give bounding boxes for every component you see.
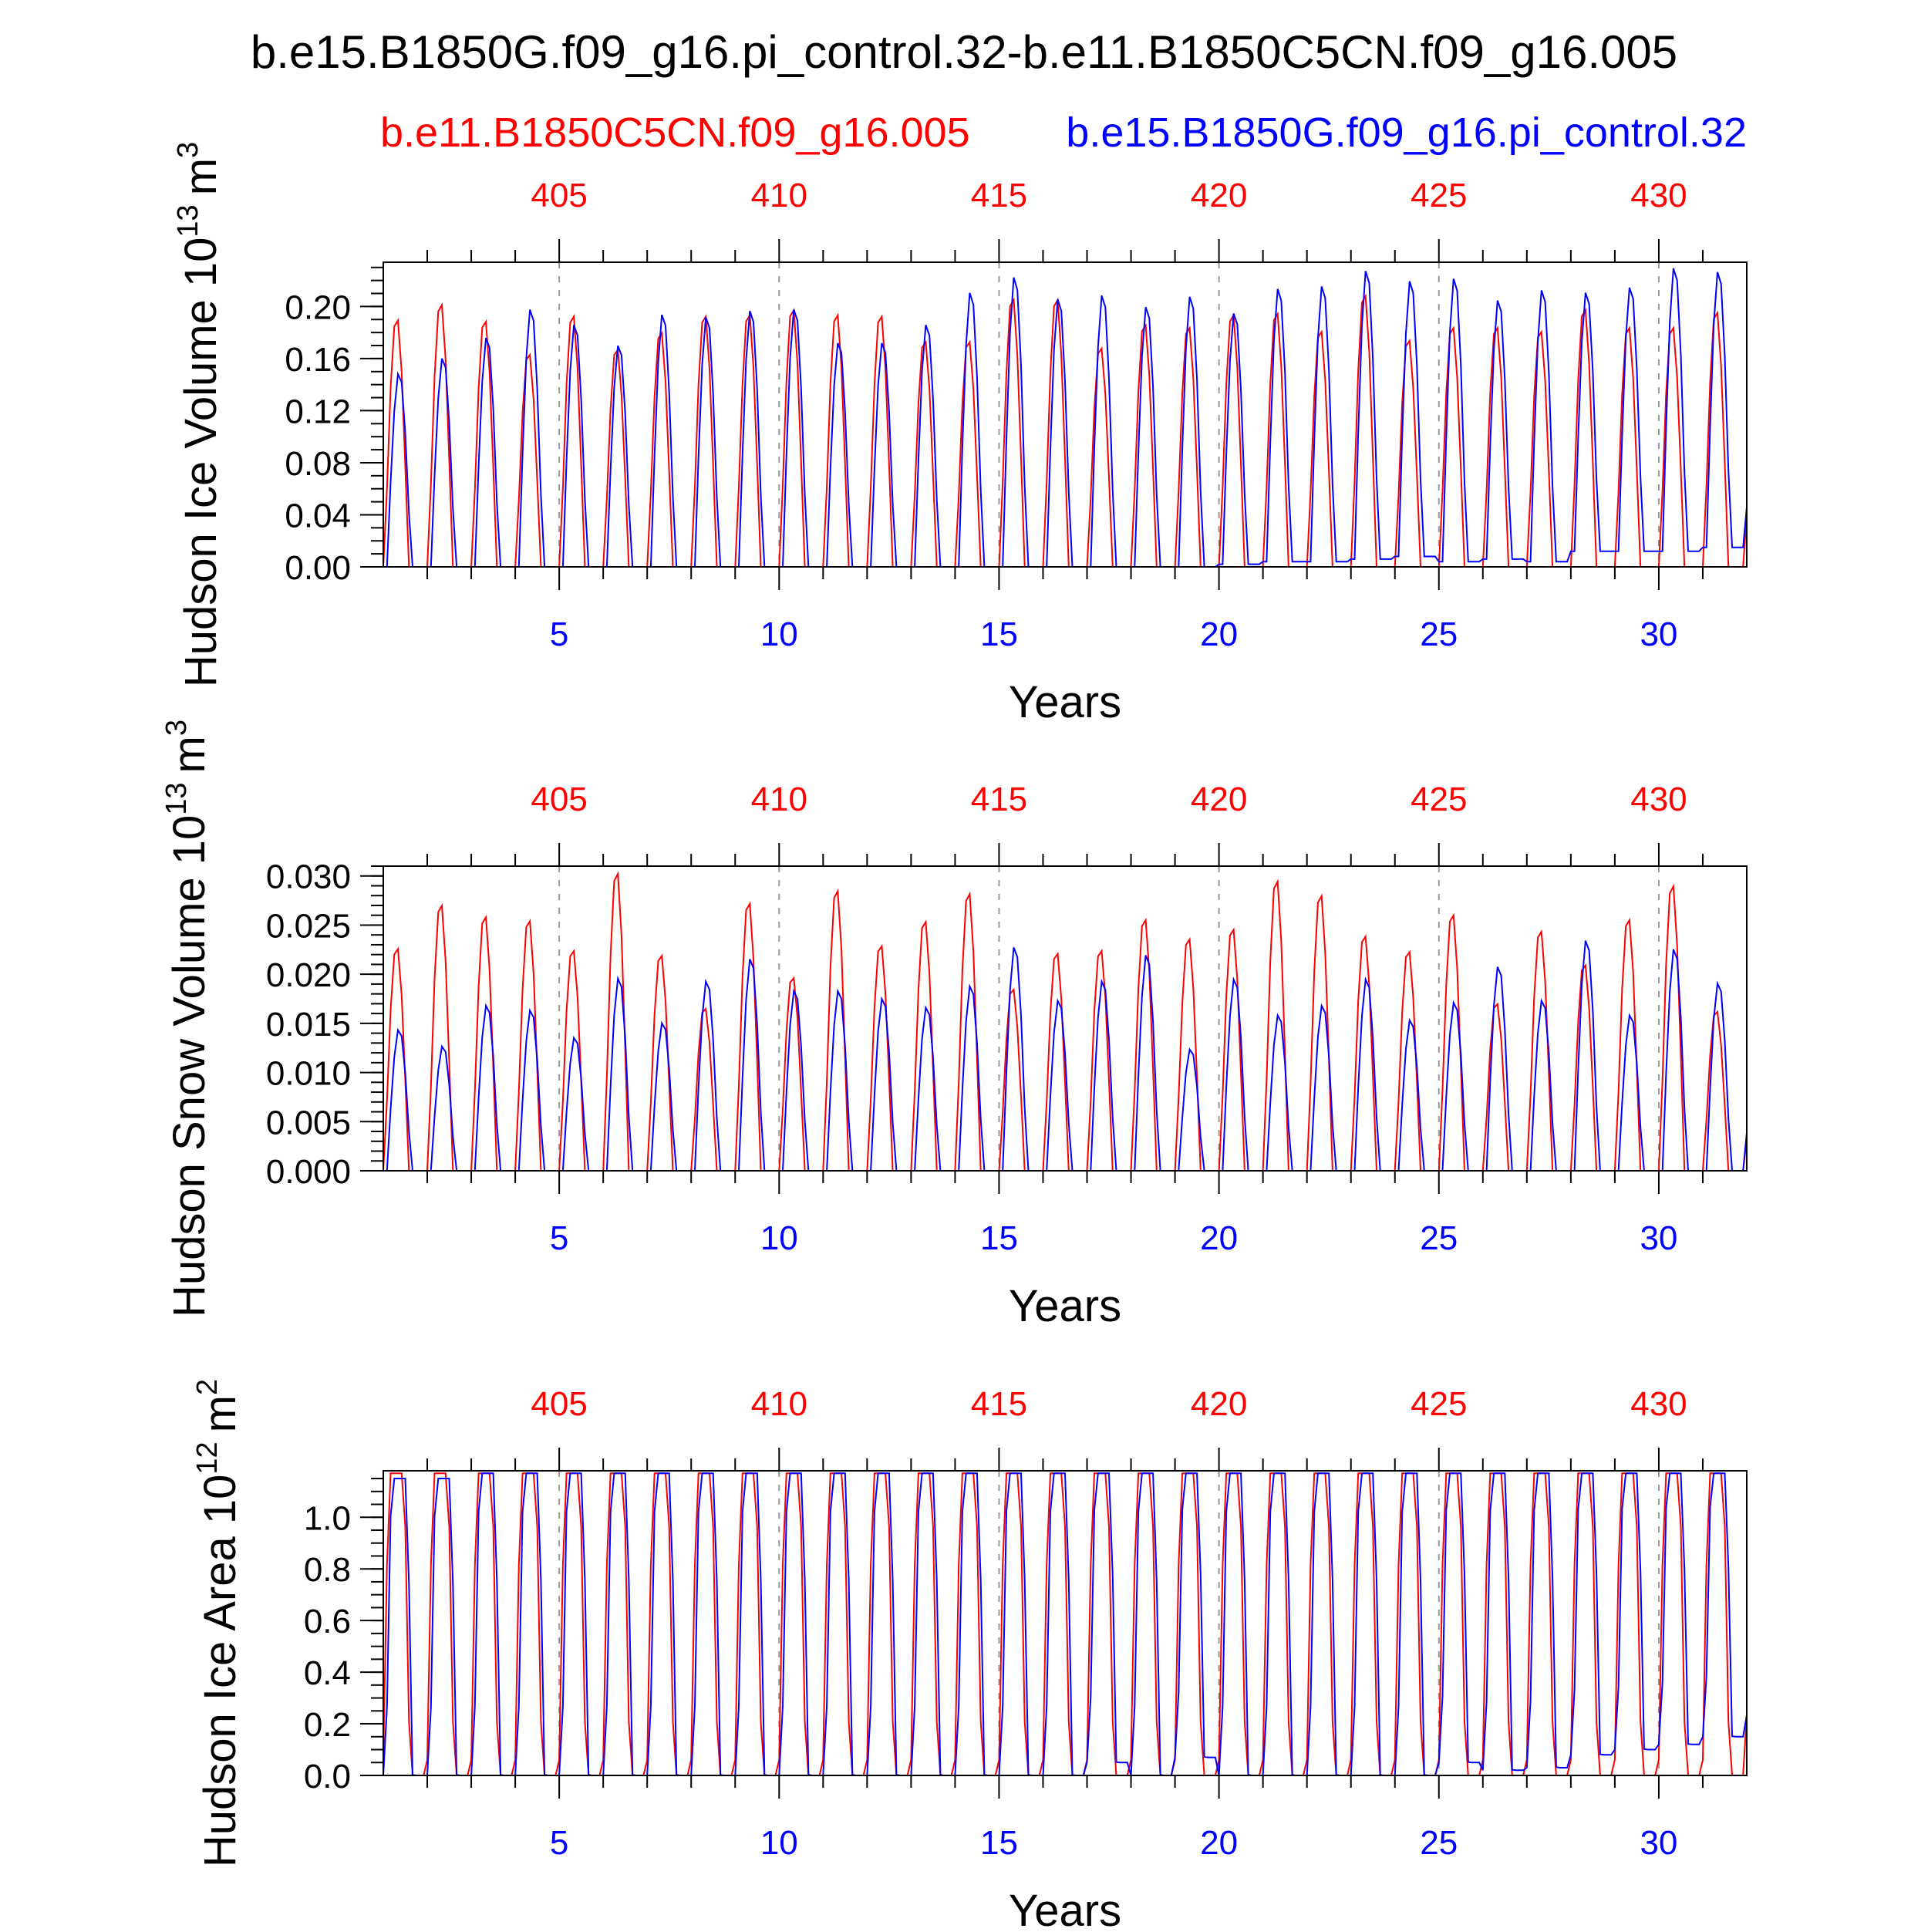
x-tick-label-top: 410 [751, 781, 807, 818]
y-tick-label: 0.6 [304, 1603, 351, 1640]
x-tick-label-bottom: 15 [980, 615, 1018, 653]
x-tick-label-top: 420 [1191, 177, 1247, 214]
y-tick-label: 0.030 [266, 858, 351, 896]
y-tick-label: 0.010 [266, 1055, 351, 1093]
x-axis-title: Years [1009, 1281, 1121, 1331]
x-tick-label-bottom: 25 [1420, 615, 1458, 653]
series-line-red [383, 871, 1748, 1172]
x-tick-label-bottom: 25 [1420, 1219, 1458, 1257]
plot-frame [383, 865, 1748, 1172]
plot-frame [383, 261, 1748, 568]
x-tick-label-bottom: 10 [760, 615, 798, 653]
x-tick-label-bottom: 20 [1200, 1824, 1238, 1862]
y-tick-label: 0.12 [285, 393, 351, 430]
y-tick-label: 0.015 [266, 1006, 351, 1044]
x-tick-label-bottom: 10 [760, 1219, 798, 1257]
y-tick-label: 0.005 [266, 1104, 351, 1141]
y-tick-label: 0.16 [285, 341, 351, 379]
plot-frame [383, 1470, 1748, 1776]
x-tick-label-top: 415 [971, 781, 1027, 818]
x-tick-label-top: 415 [971, 177, 1027, 214]
y-axis-title-unit: m [164, 736, 214, 773]
y-tick-label: 0.4 [304, 1654, 351, 1692]
x-tick-label-bottom: 10 [760, 1824, 798, 1862]
y-tick-label: 0.2 [304, 1706, 351, 1744]
x-axis-title: Years [1009, 677, 1121, 727]
x-tick-label-top: 430 [1630, 177, 1687, 214]
x-tick-label-bottom: 5 [550, 1824, 568, 1862]
chart-panel-3: 0.0 0.2 0.4 0.6 0.8 1.0 5 10 15 20 25 30 405 410 415 42… [191, 1379, 1748, 1932]
x-tick-label-top: 405 [531, 1385, 587, 1423]
x-tick-label-top: 425 [1411, 177, 1467, 214]
y-axis-title-unit-exp: 2 [191, 1379, 224, 1395]
y-axis-title-unit: m [176, 158, 226, 195]
y-axis-title-exp: 13 [160, 782, 193, 814]
chart-panel-2: 0.000 0.005 0.010 0.015 0.020 0.025 0.030 5 10 15… [160, 720, 1748, 1331]
y-tick-label: 0.04 [285, 497, 351, 534]
y-tick-label: 0.08 [285, 445, 351, 483]
y-tick-label: 0.025 [266, 907, 351, 945]
x-tick-label-top: 415 [971, 1385, 1027, 1423]
x-tick-label-bottom: 30 [1640, 615, 1677, 653]
y-tick-label: 0.8 [304, 1551, 351, 1589]
legend-blue-label: b.e15.B1850G.f09_g16.pi_control.32 [1066, 110, 1747, 156]
x-tick-label-bottom: 5 [550, 615, 568, 653]
x-tick-label-bottom: 20 [1200, 615, 1238, 653]
chart-panel-1: 0.00 0.04 0.08 0.12 0.16 0.20 5 10 15 20 25 30 405 41… [172, 142, 1748, 727]
x-tick-label-bottom: 30 [1640, 1219, 1677, 1257]
y-tick-label: 0.0 [304, 1758, 351, 1795]
series-line-blue [383, 1472, 1748, 1776]
y-axis-title-exp: 12 [191, 1441, 224, 1474]
x-tick-label-bottom: 30 [1640, 1824, 1677, 1862]
y-axis-title-unit-exp: 3 [160, 720, 193, 736]
series-line-red [383, 293, 1748, 568]
x-tick-label-top: 405 [531, 781, 587, 818]
y-axis-title-unit: m [195, 1395, 245, 1432]
x-tick-label-top: 430 [1630, 1385, 1687, 1423]
x-tick-label-bottom: 5 [550, 1219, 568, 1257]
y-axis-title-exp: 13 [172, 204, 204, 237]
series-line-blue [383, 940, 1748, 1172]
y-tick-label: 0.20 [285, 288, 351, 326]
x-tick-label-top: 430 [1630, 781, 1687, 818]
x-axis-title: Years [1009, 1886, 1121, 1928]
x-tick-label-bottom: 15 [980, 1219, 1018, 1257]
y-axis-title: Hudson Ice Volume 1013 m3 [172, 142, 226, 687]
x-tick-label-bottom: 25 [1420, 1824, 1458, 1862]
y-tick-label: 0.000 [266, 1153, 351, 1191]
x-tick-label-top: 425 [1411, 1385, 1467, 1423]
x-tick-label-top: 410 [751, 177, 807, 214]
y-axis-title-main: Hudson Ice Area 10 [195, 1475, 245, 1867]
y-tick-label: 1.0 [304, 1499, 351, 1537]
y-axis-title-main: Hudson Ice Volume 10 [176, 238, 226, 688]
series-line-blue [383, 268, 1748, 568]
x-tick-label-top: 420 [1191, 1385, 1247, 1423]
y-tick-label: 0.00 [285, 549, 351, 587]
legend-red-label: b.e11.B1850C5CN.f09_g16.005 [380, 110, 970, 156]
y-axis-title-unit-exp: 3 [172, 142, 204, 158]
y-axis-title: Hudson Snow Volume 1013 m3 [160, 720, 214, 1317]
y-axis-title: Hudson Ice Area 1012 m2 [191, 1379, 245, 1867]
x-tick-label-top: 425 [1411, 781, 1467, 818]
y-tick-label: 0.020 [266, 956, 351, 994]
main-title: b.e15.B1850G.f09_g16.pi_control.32-b.e11… [251, 26, 1677, 78]
x-tick-label-bottom: 15 [980, 1824, 1018, 1862]
x-tick-label-bottom: 20 [1200, 1219, 1238, 1257]
x-tick-label-top: 405 [531, 177, 587, 214]
x-tick-label-top: 410 [751, 1385, 807, 1423]
x-tick-label-top: 420 [1191, 781, 1247, 818]
y-axis-title-main: Hudson Snow Volume 10 [164, 815, 214, 1317]
